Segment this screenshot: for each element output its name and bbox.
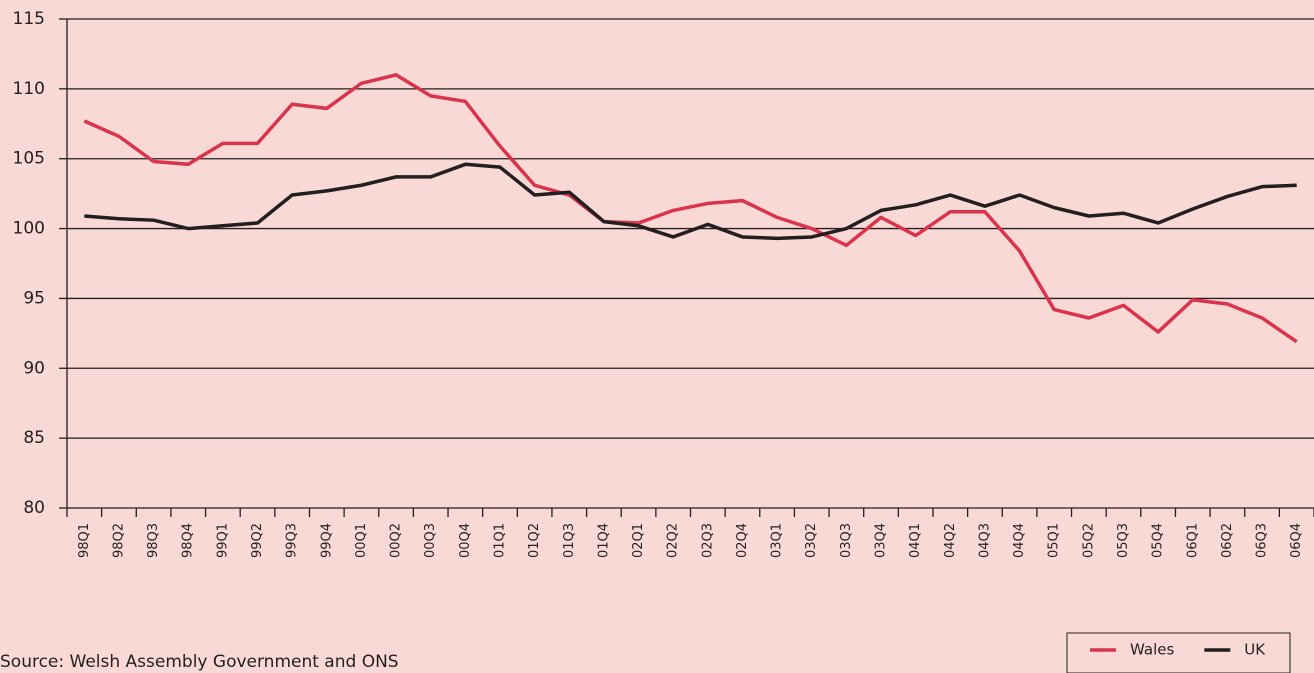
- x-tick-label: 04Q4: [1012, 523, 1027, 558]
- series-line: [84, 162, 1297, 241]
- series-line: [83, 73, 1298, 344]
- x-tick-label: 05Q1: [1047, 523, 1062, 558]
- x-tick-label: 98Q2: [111, 523, 126, 558]
- x-tick-label: 02Q2: [666, 523, 681, 558]
- legend-box: [1066, 632, 1291, 673]
- x-tick-label: 99Q1: [215, 523, 230, 558]
- source-note: Source: Welsh Assembly Government and ON…: [0, 652, 399, 672]
- y-tick-label: 105: [13, 149, 45, 169]
- x-tick-label: 06Q4: [1289, 523, 1304, 558]
- x-tick-label: 06Q1: [1185, 523, 1200, 558]
- y-tick-label: 85: [23, 428, 45, 448]
- x-tick-label: 99Q2: [250, 523, 265, 558]
- y-tick-label: 100: [13, 219, 45, 239]
- x-tick-label: 06Q2: [1220, 523, 1235, 558]
- x-tick-label: 03Q3: [839, 523, 854, 558]
- y-tick-label: 110: [13, 79, 45, 99]
- x-tick-label: 01Q3: [562, 523, 577, 558]
- x-tick-label: 04Q2: [943, 523, 958, 558]
- x-tick-label: 00Q2: [389, 523, 404, 558]
- x-tick-label: 00Q3: [423, 523, 438, 558]
- x-tick-label: 00Q4: [458, 523, 473, 558]
- x-tick-label: 99Q4: [319, 523, 334, 558]
- x-tick-label: 98Q3: [146, 523, 161, 558]
- y-tick-label: 80: [23, 498, 45, 518]
- legend-label: UK: [1244, 641, 1266, 659]
- y-tick-label: 95: [23, 288, 45, 308]
- x-tick-label: 05Q4: [1151, 523, 1166, 558]
- x-tick-label: 00Q1: [354, 523, 369, 558]
- x-tick-label: 05Q2: [1081, 523, 1096, 558]
- y-tick-label: 115: [13, 9, 45, 29]
- x-tick-label: 98Q1: [77, 523, 92, 558]
- x-tick-label: 98Q4: [181, 523, 196, 558]
- x-tick-label: 03Q4: [874, 523, 889, 558]
- x-tick-label: 02Q1: [631, 523, 646, 558]
- y-tick-label: 90: [23, 358, 45, 378]
- x-tick-label: 06Q3: [1255, 523, 1270, 558]
- x-tick-label: 03Q1: [770, 523, 785, 558]
- x-tick-label: 01Q4: [596, 523, 611, 558]
- x-tick-label: 05Q3: [1116, 523, 1131, 558]
- x-tick-label: 01Q2: [527, 523, 542, 558]
- x-tick-label: 02Q4: [735, 523, 750, 558]
- x-tick-label: 01Q1: [492, 523, 507, 558]
- x-tick-label: 03Q2: [804, 523, 819, 558]
- x-tick-label: 02Q3: [700, 523, 715, 558]
- x-tick-label: 04Q1: [908, 523, 923, 558]
- legend-label: Wales: [1130, 641, 1174, 659]
- x-tick-label: 04Q3: [977, 523, 992, 558]
- x-tick-label: 99Q3: [285, 523, 300, 558]
